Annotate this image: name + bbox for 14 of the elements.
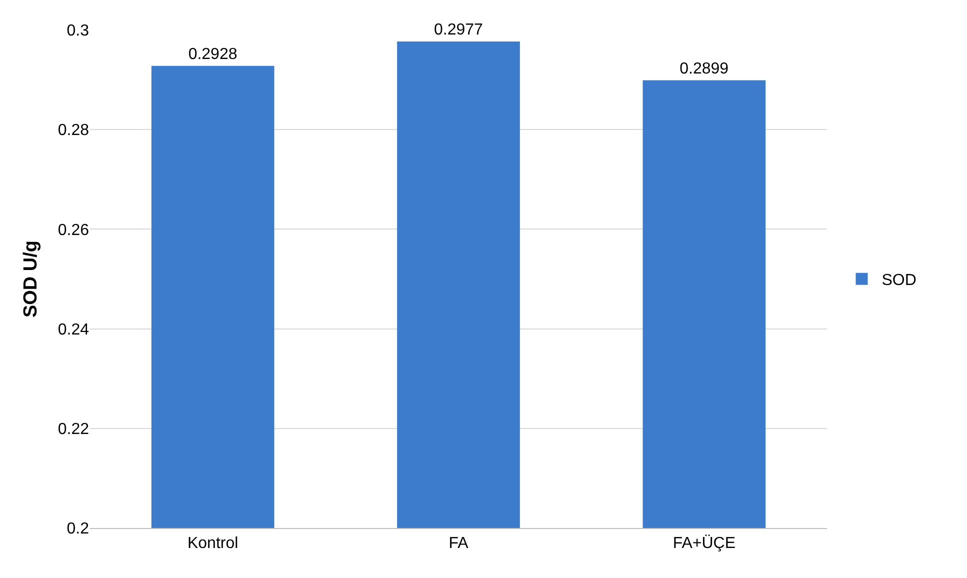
y-tick-label: 0.3 bbox=[66, 22, 90, 40]
x-tick-label: Kontrol bbox=[187, 535, 238, 552]
y-tick-label: 0.28 bbox=[58, 122, 90, 140]
y-axis-title: SOD U/g bbox=[20, 240, 42, 318]
legend-label: SOD bbox=[882, 272, 916, 290]
x-tick-label: FA+ÜÇE bbox=[672, 534, 736, 552]
data-label: 0.2977 bbox=[434, 21, 484, 38]
y-tick-label: 0.2 bbox=[66, 520, 90, 538]
y-tick-label: 0.22 bbox=[58, 421, 90, 438]
x-tick-label: FA bbox=[448, 535, 469, 552]
y-tick-label: 0.24 bbox=[58, 321, 90, 338]
y-tick-label: 0.26 bbox=[58, 222, 90, 239]
data-label: 0.2899 bbox=[680, 60, 729, 78]
data-label: 0.2928 bbox=[188, 46, 238, 63]
